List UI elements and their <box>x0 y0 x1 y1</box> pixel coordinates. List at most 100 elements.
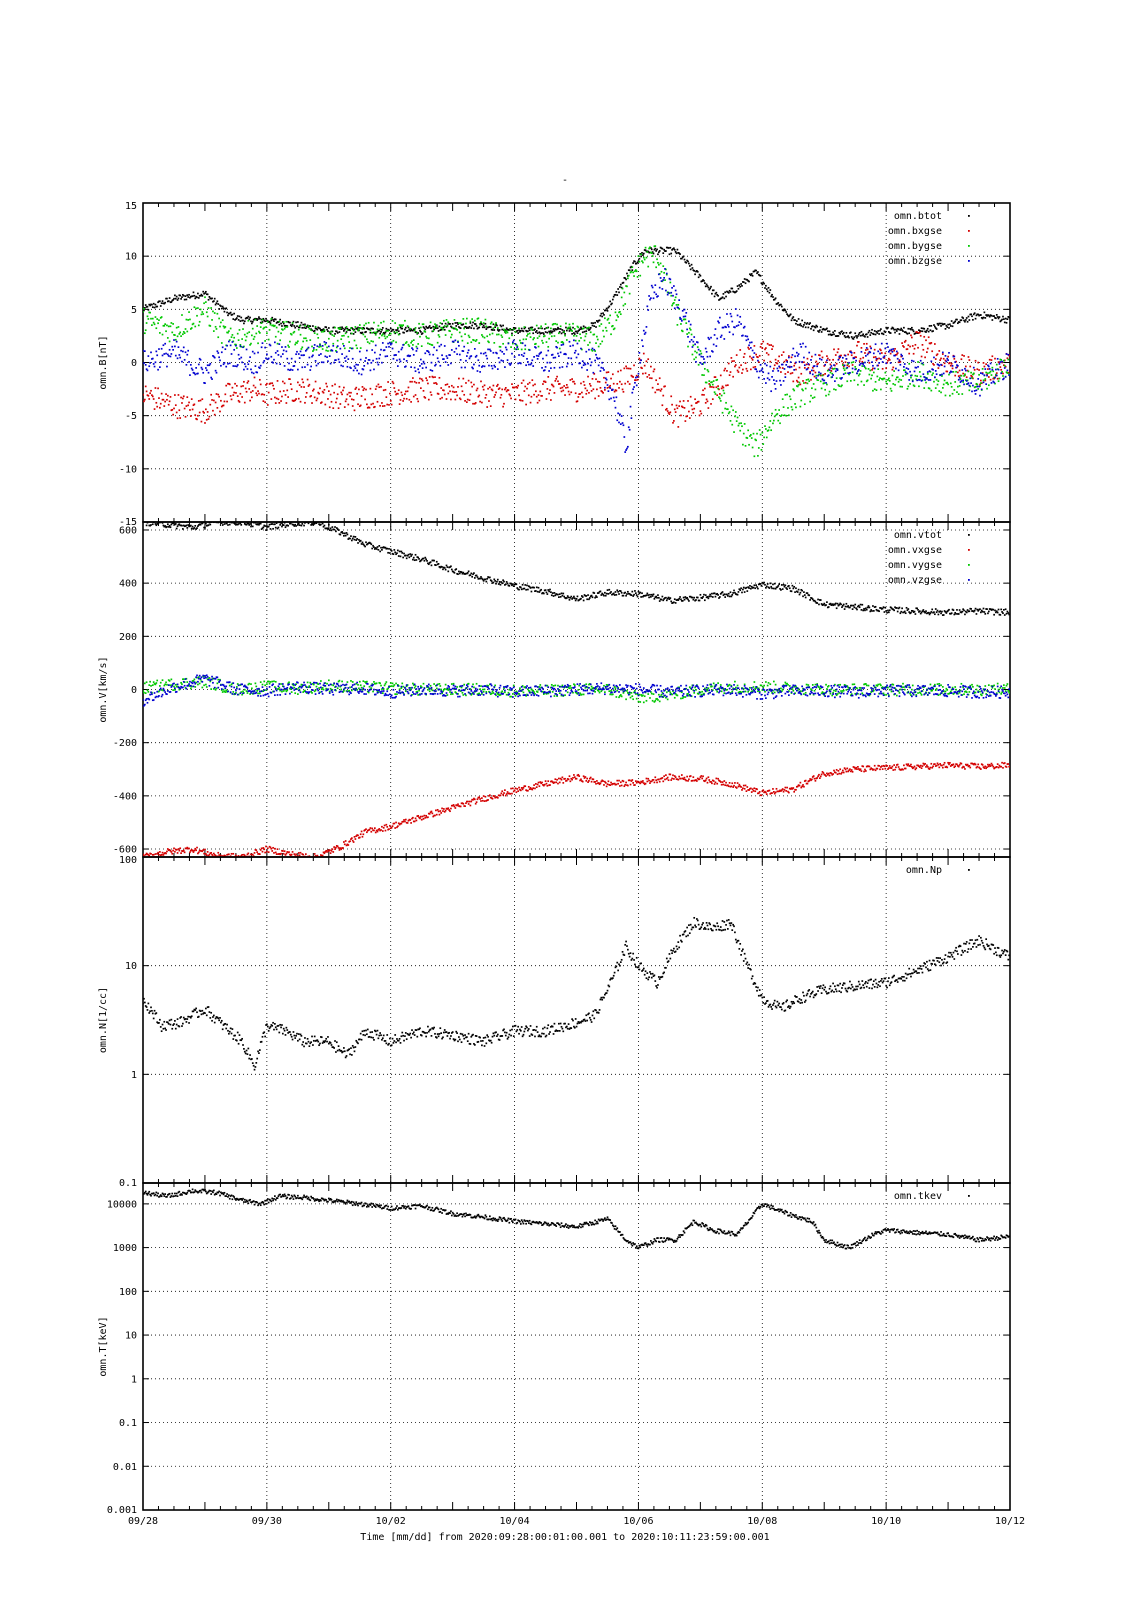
data-point <box>164 343 166 345</box>
data-point <box>959 370 961 372</box>
data-point <box>315 381 317 383</box>
data-point <box>483 389 485 391</box>
data-point <box>940 392 942 394</box>
data-point <box>871 374 873 376</box>
data-point <box>316 522 318 524</box>
data-point <box>389 342 391 344</box>
data-point <box>569 394 571 396</box>
data-point <box>181 402 183 404</box>
data-point <box>746 339 748 341</box>
data-point <box>731 321 733 323</box>
data-point <box>182 351 184 353</box>
data-point <box>182 333 184 335</box>
data-point <box>524 386 526 388</box>
data-point <box>456 322 458 324</box>
data-point <box>637 376 639 378</box>
data-point <box>944 323 946 325</box>
data-point <box>167 354 169 356</box>
data-point <box>944 380 946 382</box>
data-point <box>445 569 447 571</box>
data-point <box>279 339 281 341</box>
data-point <box>750 369 752 371</box>
data-point <box>510 363 512 365</box>
data-point <box>707 356 709 358</box>
data-point <box>296 325 298 327</box>
data-point <box>837 351 839 353</box>
data-point <box>847 372 849 374</box>
data-point <box>654 248 656 250</box>
data-point <box>418 558 420 560</box>
data-point <box>738 423 740 425</box>
data-point <box>547 346 549 348</box>
data-point <box>183 347 185 349</box>
data-point <box>186 319 188 321</box>
data-point <box>737 370 739 372</box>
data-point <box>832 359 834 361</box>
data-point <box>698 401 700 403</box>
data-point <box>143 362 145 364</box>
data-point <box>351 333 353 335</box>
data-point <box>143 308 145 310</box>
data-point <box>921 327 923 329</box>
data-point <box>414 381 416 383</box>
data-point <box>753 433 755 435</box>
data-point <box>588 349 590 351</box>
data-point <box>444 394 446 396</box>
series-omn.vtot <box>142 518 1010 616</box>
data-point <box>432 376 434 378</box>
data-point <box>538 346 540 348</box>
data-point <box>721 388 723 390</box>
data-point <box>711 593 713 595</box>
data-point <box>664 279 666 281</box>
data-point <box>603 377 605 379</box>
data-point <box>863 343 865 345</box>
data-point <box>765 347 767 349</box>
data-point <box>739 286 741 288</box>
data-point <box>383 389 385 391</box>
data-point <box>303 354 305 356</box>
data-point <box>646 251 648 253</box>
data-point <box>461 367 463 369</box>
data-point <box>390 333 392 335</box>
data-point <box>398 334 400 336</box>
data-point <box>902 358 904 360</box>
data-point <box>700 362 702 364</box>
data-point <box>577 327 579 329</box>
data-point <box>378 337 380 339</box>
data-point <box>399 551 401 553</box>
data-point <box>669 253 671 255</box>
data-point <box>714 334 716 336</box>
data-point <box>836 377 838 379</box>
data-point <box>214 357 216 359</box>
y-tick-label: 200 <box>119 632 137 643</box>
data-point <box>708 596 710 598</box>
data-point <box>715 596 717 598</box>
data-point <box>931 350 933 352</box>
data-point <box>217 394 219 396</box>
data-point <box>646 593 648 595</box>
data-point <box>186 527 188 529</box>
data-point <box>248 331 250 333</box>
data-point <box>757 360 759 362</box>
data-point <box>516 348 518 350</box>
data-point <box>708 337 710 339</box>
data-point <box>559 383 561 385</box>
data-point <box>790 398 792 400</box>
data-point <box>177 357 179 359</box>
data-point <box>219 411 221 413</box>
data-point <box>686 415 688 417</box>
data-point <box>598 395 600 397</box>
data-point <box>554 330 556 332</box>
data-point <box>625 595 627 597</box>
data-point <box>606 372 608 374</box>
data-point <box>894 384 896 386</box>
data-point <box>622 422 624 424</box>
data-point <box>709 386 711 388</box>
data-point <box>326 347 328 349</box>
data-point <box>511 334 513 336</box>
data-point <box>496 325 498 327</box>
data-point <box>600 315 602 317</box>
data-point <box>626 286 628 288</box>
data-point <box>425 559 427 561</box>
data-point <box>899 360 901 362</box>
